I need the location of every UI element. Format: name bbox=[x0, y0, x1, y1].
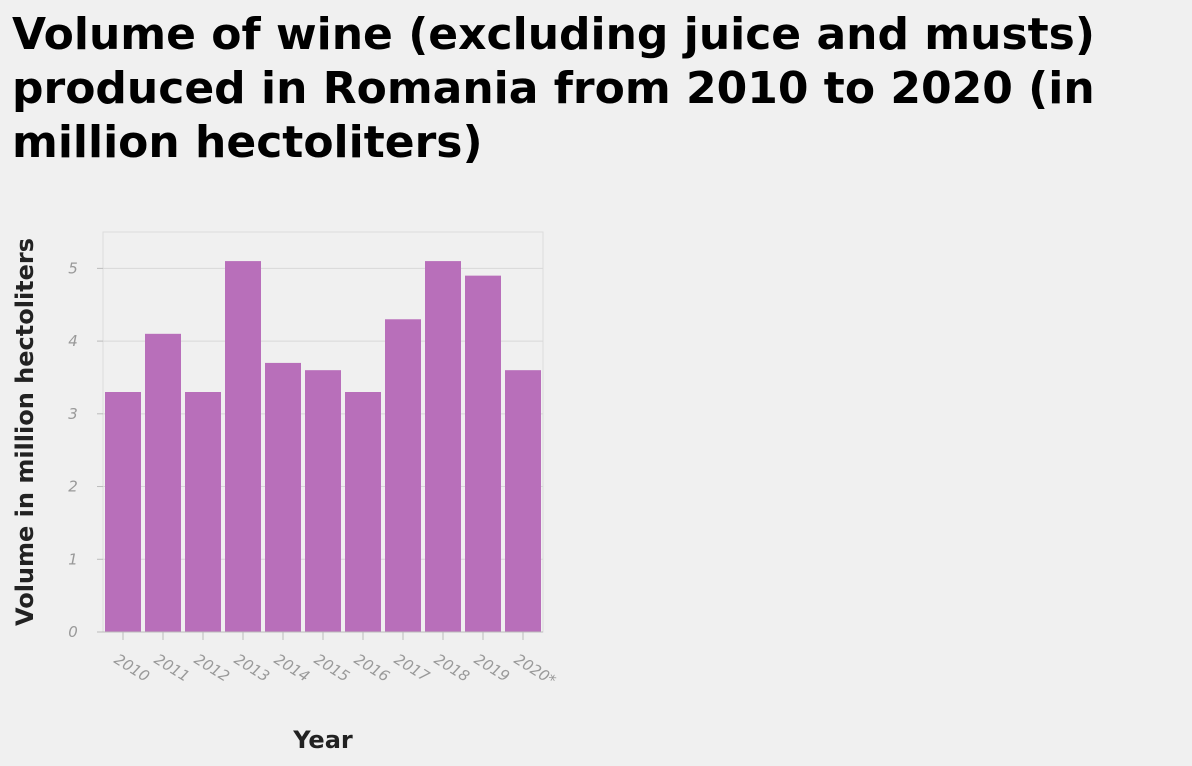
x-tick-label: 2014 bbox=[271, 650, 313, 686]
y-tick-label: 2 bbox=[68, 478, 78, 496]
y-tick-label: 4 bbox=[68, 332, 78, 350]
y-tick-label: 1 bbox=[68, 550, 78, 568]
x-tick-label: 2018 bbox=[431, 650, 473, 686]
bar-2014 bbox=[265, 362, 301, 632]
chart-title: Volume of wine (excluding juice and must… bbox=[12, 9, 1095, 168]
x-tick-label: 2020* bbox=[511, 650, 560, 690]
bar-2017 bbox=[385, 319, 421, 632]
bar-2015 bbox=[305, 370, 341, 632]
y-tick-label: 3 bbox=[68, 405, 78, 423]
x-tick-label: 2013 bbox=[231, 650, 273, 686]
x-tick-labels: 2010201120122013201420152016201720182019… bbox=[111, 632, 560, 690]
y-tick-label: 5 bbox=[68, 259, 78, 277]
x-tick-label: 2016 bbox=[351, 650, 393, 686]
bar-2010 bbox=[105, 392, 141, 632]
bar-2019 bbox=[465, 275, 501, 632]
x-tick-label: 2012 bbox=[191, 650, 233, 686]
x-tick-label: 2011 bbox=[151, 650, 193, 686]
y-tick-label: 0 bbox=[68, 623, 78, 641]
x-tick-label: 2019 bbox=[471, 650, 513, 686]
bar-2012 bbox=[185, 392, 221, 632]
x-tick-label: 2015 bbox=[311, 650, 353, 686]
bar-2011 bbox=[145, 333, 181, 632]
bar-2013 bbox=[225, 261, 261, 632]
x-tick-label: 2010 bbox=[111, 650, 153, 686]
y-axis-label: Volume in million hectoliters bbox=[11, 238, 39, 626]
bars bbox=[105, 261, 541, 632]
x-axis-label: Year bbox=[292, 726, 353, 754]
bar-2018 bbox=[425, 261, 461, 632]
bar-2020 bbox=[505, 370, 541, 632]
bar-2016 bbox=[345, 392, 381, 632]
y-tick-labels: 0 1 2 3 4 5 bbox=[68, 259, 103, 641]
x-tick-label: 2017 bbox=[391, 650, 433, 686]
